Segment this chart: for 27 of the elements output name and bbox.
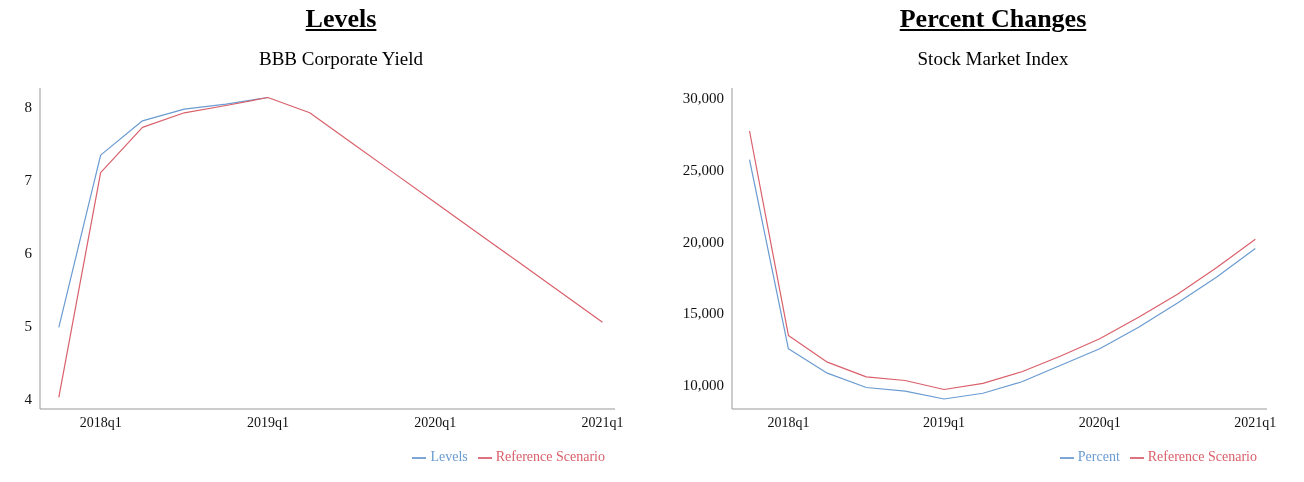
legend-label: Reference Scenario <box>1147 449 1257 464</box>
x-tick-label: 2021q1 <box>1234 414 1277 430</box>
legend-label: Percent <box>1077 449 1120 464</box>
x-tick-label: 2018q1 <box>767 414 810 430</box>
line-series <box>58 96 604 398</box>
chart-title: Percent Changes <box>898 4 1088 34</box>
legend-label: Levels <box>430 449 468 464</box>
y-tick-label: 10,000 <box>682 376 724 393</box>
chart-subtitle: Stock Market Index <box>916 48 1070 70</box>
y-tick-label: 15,000 <box>682 305 724 322</box>
x-tick-label: 2021q1 <box>581 414 624 430</box>
x-tick-label: 2020q1 <box>414 414 457 430</box>
y-tick-label: 6 <box>24 245 33 262</box>
chart-subtitle: BBB Corporate Yield <box>258 48 424 70</box>
y-tick-label: 7 <box>24 172 33 189</box>
y-tick-label: 30,000 <box>682 90 724 107</box>
x-tick-label: 2018q1 <box>79 414 122 430</box>
x-tick-label: 2019q1 <box>923 414 966 430</box>
y-tick-label: 4 <box>24 391 33 408</box>
legend-label: Reference Scenario <box>495 449 605 464</box>
x-tick-label: 2019q1 <box>246 414 289 430</box>
y-tick-label: 25,000 <box>682 162 724 179</box>
chart-title: Levels <box>304 4 378 34</box>
y-tick-label: 8 <box>24 99 32 116</box>
y-tick-label: 5 <box>24 318 32 335</box>
x-tick-label: 2020q1 <box>1078 414 1121 430</box>
y-tick-label: 20,000 <box>682 233 724 250</box>
